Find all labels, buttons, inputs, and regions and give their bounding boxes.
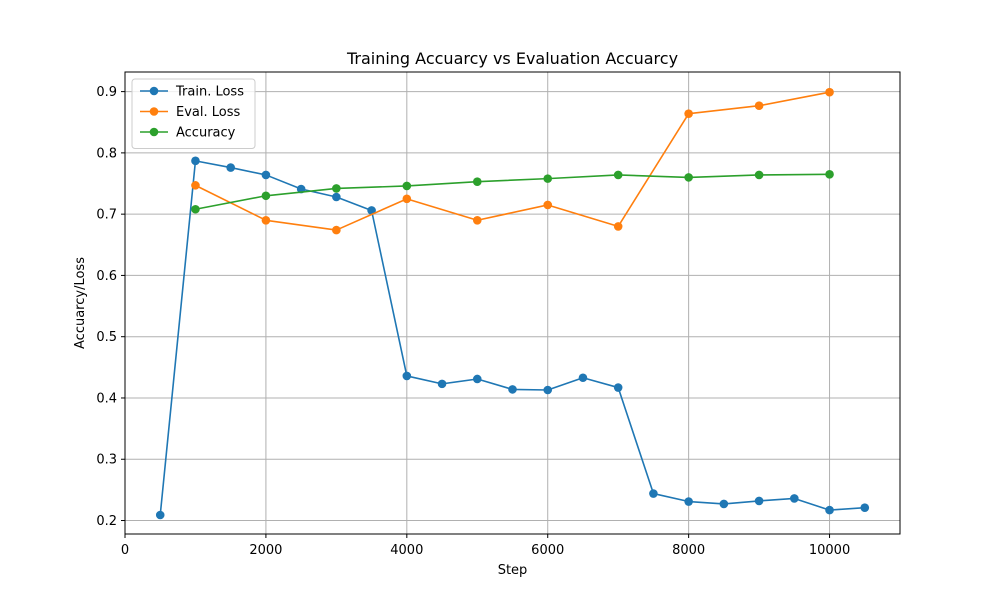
data-point-accuracy <box>402 181 412 191</box>
data-point-eval-loss <box>543 200 553 210</box>
data-point-train-loss <box>191 156 200 166</box>
series-train-loss <box>155 156 870 520</box>
y-tick-label: 0.2 <box>96 514 117 529</box>
data-point-train-loss <box>367 206 376 215</box>
data-point-eval-loss <box>754 101 764 111</box>
series-accuracy <box>191 170 834 214</box>
data-point-train-loss <box>332 192 341 202</box>
y-tick-label: 0.6 <box>96 269 117 284</box>
legend-label: Train. Loss <box>175 85 244 100</box>
legend: Train. Loss Eval. Loss Accuracy <box>131 78 256 149</box>
data-point-accuracy <box>825 170 834 179</box>
data-point-train-loss <box>261 170 271 180</box>
legend-marker <box>149 86 159 96</box>
x-tick-label: 10000 <box>809 543 850 558</box>
data-point-eval-loss <box>191 181 200 190</box>
data-point-train-loss <box>472 374 482 384</box>
data-point-accuracy <box>543 174 553 183</box>
legend-marker <box>149 127 159 137</box>
data-point-eval-loss <box>332 225 341 235</box>
series-line-accuracy <box>195 173 830 211</box>
data-point-accuracy <box>472 177 482 186</box>
x-tick-label: 8000 <box>672 543 705 558</box>
y-tick-label: 0.8 <box>96 146 117 161</box>
data-point-train-loss <box>719 499 729 509</box>
y-axis-label: Accuarcy/Loss <box>73 257 88 349</box>
data-point-accuracy <box>332 184 341 193</box>
data-point-train-loss <box>754 496 764 506</box>
data-point-train-loss <box>437 379 447 389</box>
legend-label: Accuracy <box>176 126 236 141</box>
y-tick-label: 0.5 <box>96 330 117 345</box>
data-point-train-loss <box>649 489 658 498</box>
data-point-accuracy <box>261 191 271 201</box>
data-point-train-loss <box>860 503 870 512</box>
data-point-train-loss <box>825 505 834 515</box>
data-point-train-loss <box>508 385 517 394</box>
data-point-train-loss <box>543 385 553 395</box>
data-point-train-loss <box>790 494 799 503</box>
x-tick-label: 4000 <box>390 543 423 558</box>
chart-title: Training Accuarcy vs Evaluation Accuarcy <box>346 49 678 68</box>
data-point-train-loss <box>684 497 693 506</box>
x-tick-label: 0 <box>121 543 129 558</box>
data-point-eval-loss <box>684 109 693 118</box>
x-tick-label: 6000 <box>531 543 564 558</box>
data-point-eval-loss <box>825 87 834 97</box>
y-tick-label: 0.9 <box>96 85 117 100</box>
series-line-eval-loss <box>195 91 830 231</box>
axis-ticks: 0 2000 4000 6000 8000 10000 0.2 0.3 0.4 0.5 0.6 0.7… <box>96 85 850 558</box>
legend-marker <box>149 107 159 116</box>
data-point-accuracy <box>613 170 623 180</box>
data-point-accuracy <box>754 170 764 180</box>
plot-area-frame <box>124 71 901 535</box>
x-axis-label: Step <box>498 563 528 578</box>
legend-label: Eval. Loss <box>176 105 240 120</box>
data-point-train-loss <box>578 373 588 383</box>
data-point-accuracy <box>191 204 200 214</box>
data-point-train-loss <box>226 163 235 172</box>
y-tick-label: 0.4 <box>96 391 117 406</box>
y-tick-label: 0.3 <box>96 453 117 468</box>
data-point-eval-loss <box>613 222 623 231</box>
data-point-accuracy <box>684 173 693 182</box>
data-point-train-loss <box>155 510 165 520</box>
x-tick-label: 2000 <box>249 543 282 558</box>
data-point-eval-loss <box>261 215 271 225</box>
data-point-train-loss <box>613 383 623 392</box>
series-layer <box>155 87 870 520</box>
y-tick-label: 0.7 <box>96 208 117 223</box>
legend-box <box>131 78 256 149</box>
data-point-eval-loss <box>402 194 412 204</box>
data-point-train-loss <box>402 371 412 381</box>
series-eval-loss <box>191 87 834 235</box>
data-point-eval-loss <box>472 215 482 225</box>
